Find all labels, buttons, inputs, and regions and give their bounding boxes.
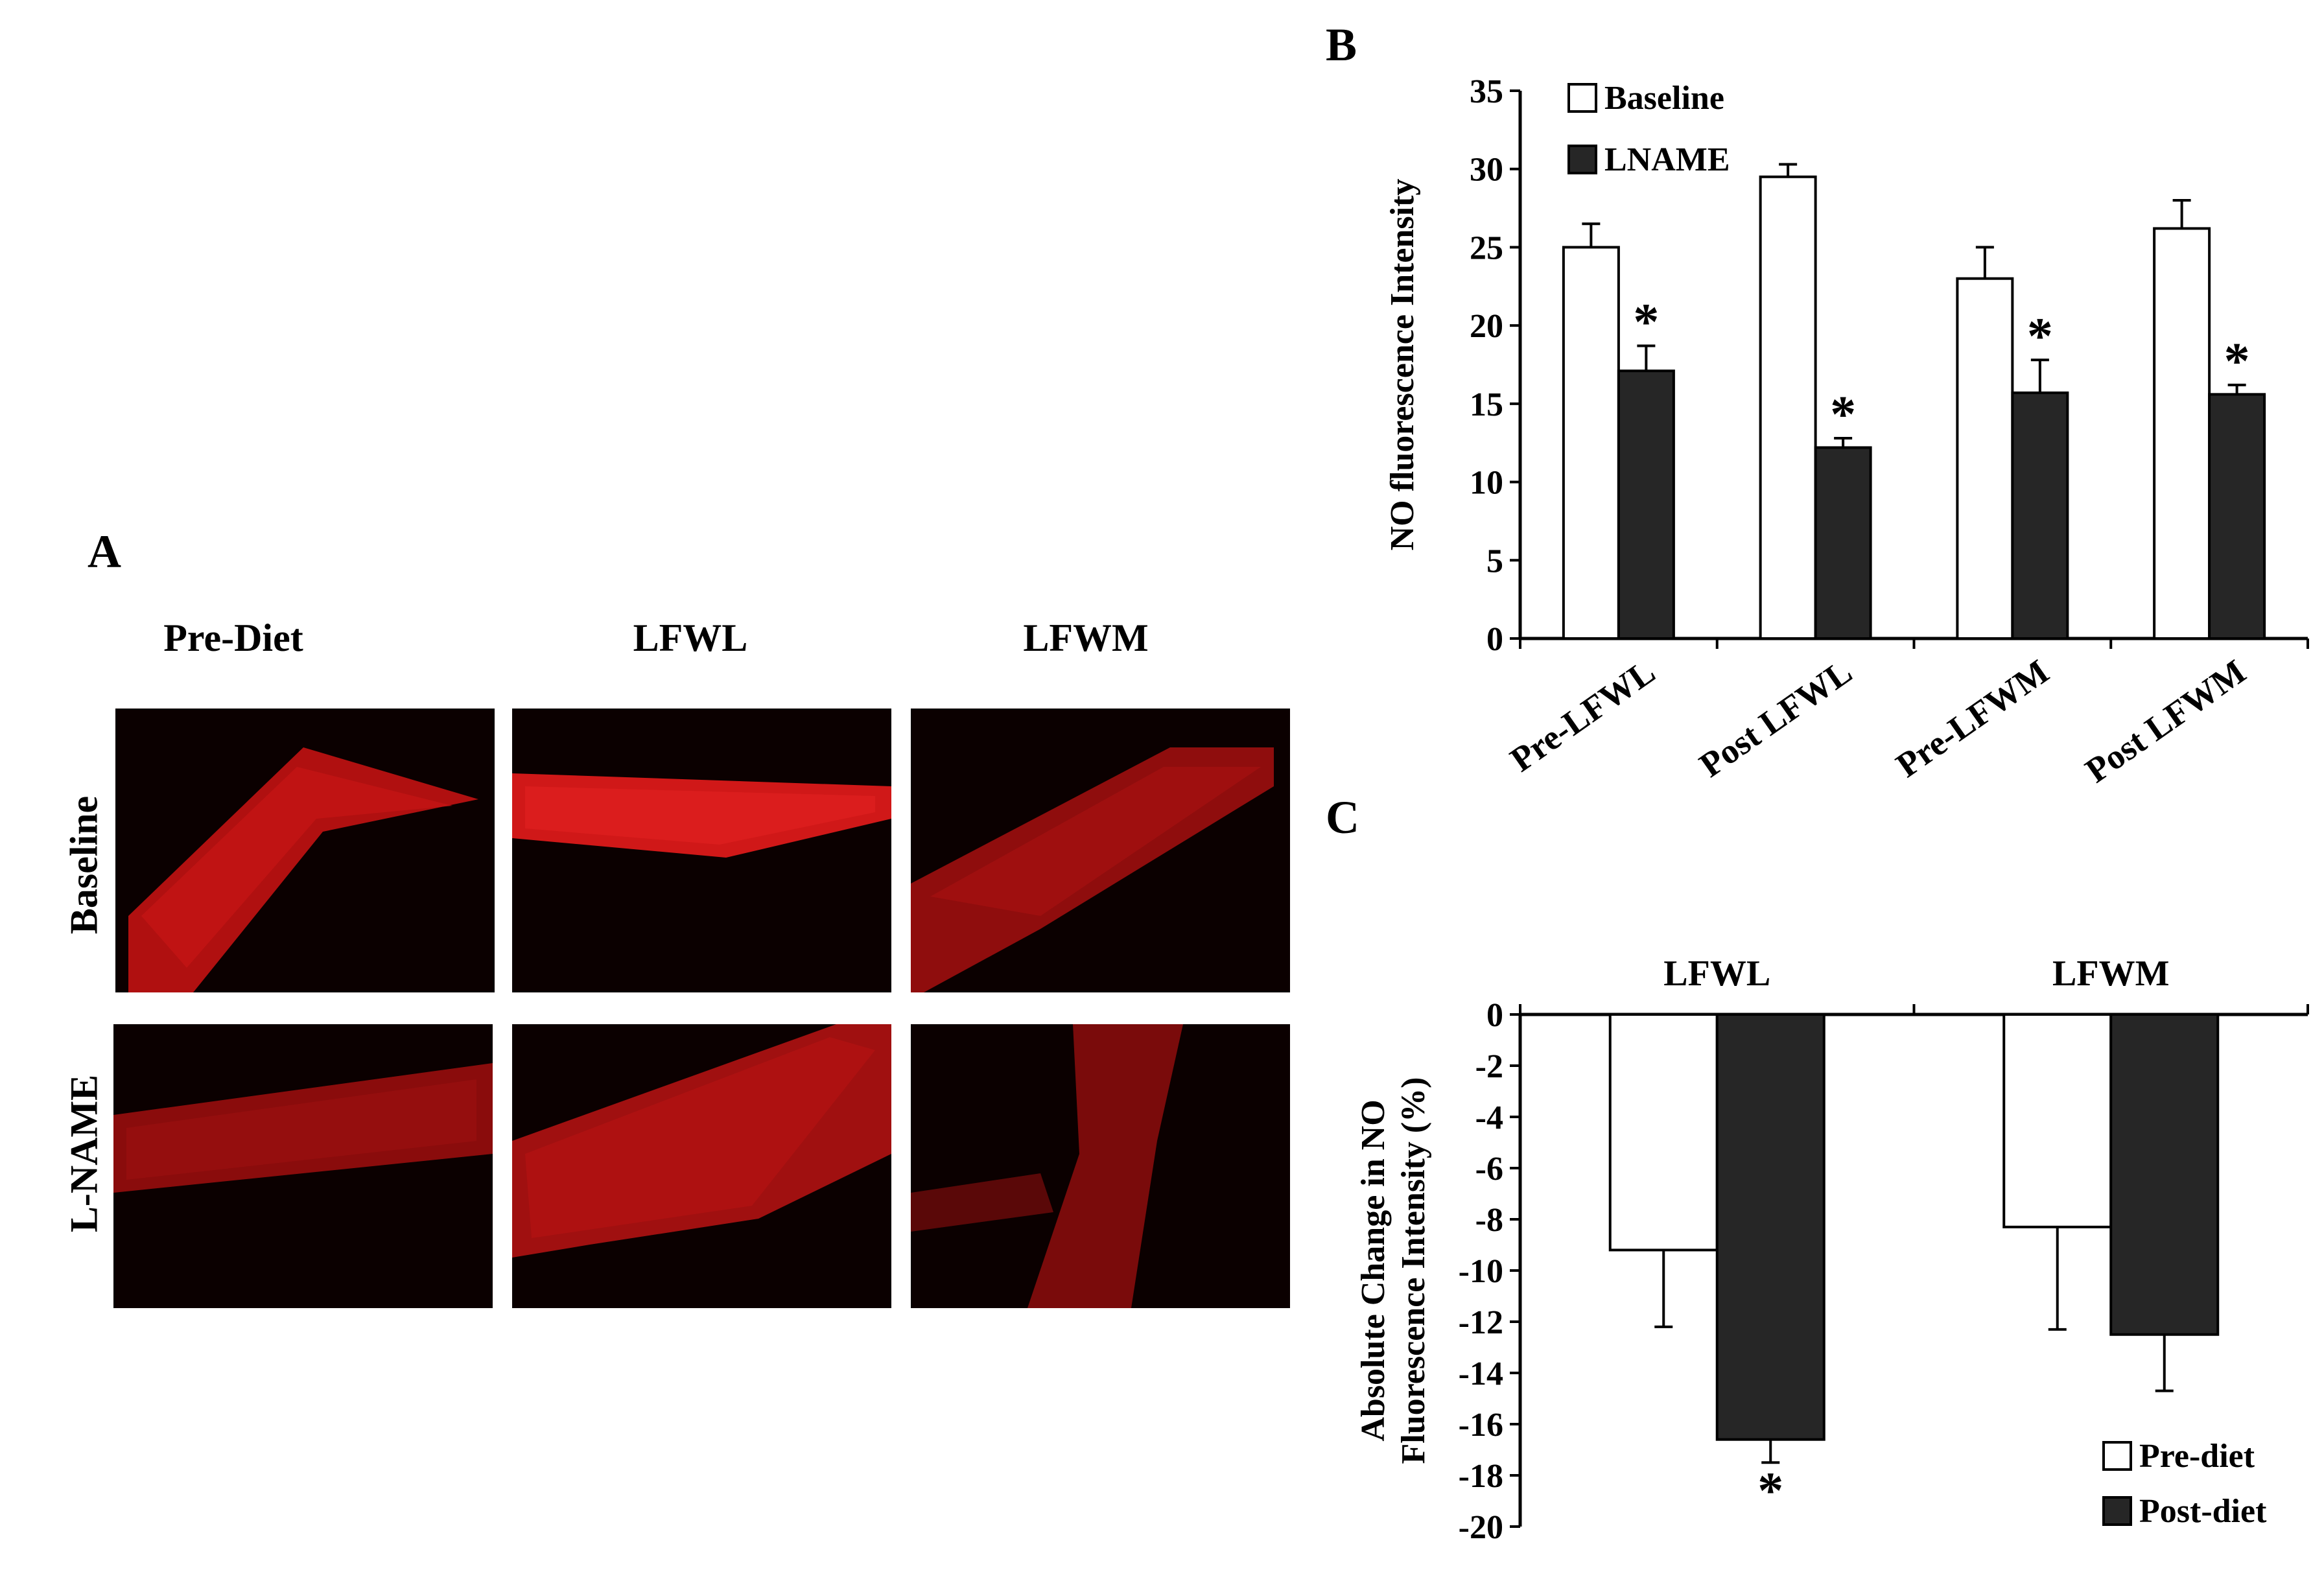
column-header-pre-diet: Pre-Diet [163, 616, 303, 659]
x-tick-label: LFWM [2052, 954, 2169, 994]
legend-swatch [2102, 1496, 2132, 1526]
y-tick-label: 20 [1470, 308, 1503, 345]
y-tick-label: -4 [1475, 1099, 1503, 1136]
legend-swatch [1567, 145, 1597, 174]
x-tick-label: Post LFWL [1693, 652, 1859, 785]
y-tick-label: -20 [1459, 1509, 1503, 1546]
x-tick-label: Post LFWM [2078, 652, 2253, 790]
y-tick-label: 35 [1470, 73, 1503, 110]
legend-label: Pre-diet [2139, 1438, 2255, 1475]
y-tick-label: -12 [1459, 1304, 1503, 1341]
bar [2002, 1013, 2113, 1228]
bar [1617, 369, 1675, 640]
column-header-lfwl: LFWL [633, 616, 748, 659]
bar [1814, 446, 1872, 640]
legend-label: Baseline [1604, 80, 1724, 117]
y-tick-label: 5 [1486, 543, 1503, 580]
y-tick-label: -2 [1475, 1048, 1503, 1085]
legend-label: Post-diet [2139, 1493, 2267, 1530]
y-tick-label: 0 [1486, 997, 1503, 1034]
bar [1715, 1013, 1825, 1441]
significance-star: * [2027, 308, 2053, 365]
bar [2208, 393, 2266, 640]
bar [1956, 277, 2014, 640]
legend-swatch [2102, 1441, 2132, 1471]
bar [1608, 1013, 1719, 1252]
y-tick-label: 25 [1470, 229, 1503, 266]
micrograph-l-name-pre-diet [113, 1024, 493, 1308]
legend-swatch [1567, 83, 1597, 113]
bar [2153, 227, 2211, 640]
y-tick-label: -16 [1459, 1407, 1503, 1444]
micrograph-baseline-lfwl [512, 709, 891, 992]
y-tick-label: -6 [1475, 1151, 1503, 1188]
y-tick-label: -18 [1459, 1458, 1503, 1495]
x-tick-label: Pre-LFWM [1889, 652, 2056, 785]
micrograph-baseline-pre-diet [115, 709, 495, 992]
micrograph-l-name-lfwl [512, 1024, 891, 1308]
y-tick-label: -14 [1459, 1355, 1503, 1392]
bar [2109, 1013, 2220, 1336]
y-tick-label: 10 [1470, 465, 1503, 502]
chart-c: 0 -2 -4 -6 -8 -10 -12 -14 -16 -18 -20 Absolute Chan… [1355, 954, 2309, 1546]
significance-star: * [1757, 1462, 1783, 1519]
bar [1562, 246, 1620, 640]
y-axis-label: Absolute Change in NOFluorescence Intens… [1355, 1077, 1432, 1464]
significance-star: * [1633, 294, 1659, 351]
y-tick-label: 0 [1486, 621, 1503, 658]
x-tick-label: Pre-LFWL [1503, 652, 1662, 780]
micrograph-l-name-lfwm [911, 1024, 1290, 1308]
chart-b: 0 5 10 15 20 25 30 35 NO fluorescence Intensity *… [1384, 73, 2309, 790]
y-tick-label: -8 [1475, 1202, 1503, 1239]
panel-label-b: B [1326, 19, 1357, 71]
legend-label: LNAME [1604, 141, 1730, 178]
column-header-lfwm: LFWM [1023, 616, 1149, 659]
bar [1759, 175, 1817, 640]
panel-label-a: A [88, 526, 121, 578]
y-tick-label: 15 [1470, 386, 1503, 423]
y-tick-label: -10 [1459, 1253, 1503, 1290]
y-tick-label: 30 [1470, 152, 1503, 189]
y-axis-label: NO fluorescence Intensity [1384, 179, 1421, 551]
bar [2011, 391, 2069, 640]
micrograph-baseline-lfwm [911, 709, 1290, 992]
panel-label-c: C [1326, 791, 1359, 843]
x-tick-label: LFWL [1663, 954, 1770, 994]
significance-star: * [2224, 333, 2250, 390]
significance-star: * [1830, 386, 1856, 443]
